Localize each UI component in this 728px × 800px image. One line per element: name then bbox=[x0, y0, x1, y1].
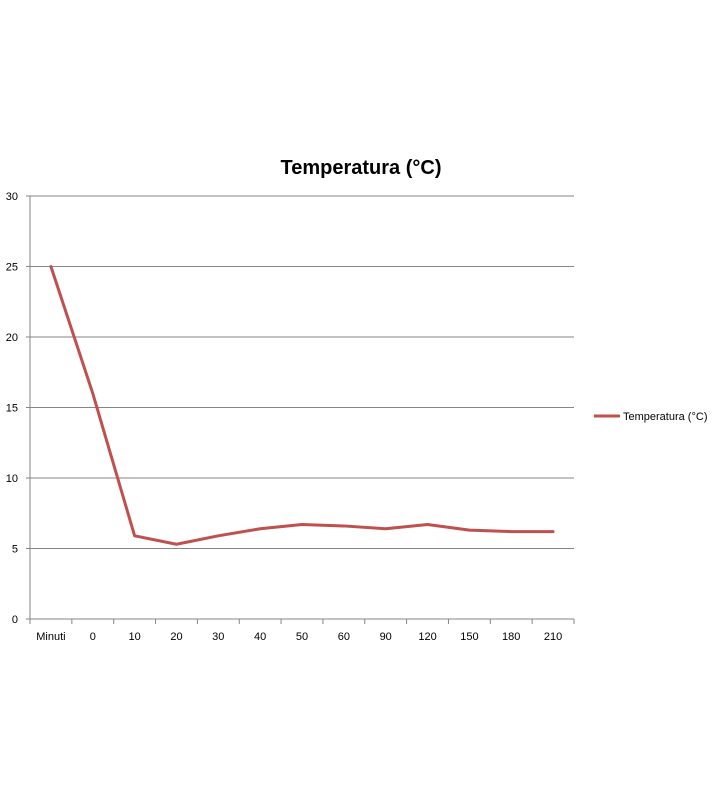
data-point bbox=[49, 265, 53, 268]
x-tick-label: 210 bbox=[544, 631, 562, 643]
y-tick-label: 30 bbox=[6, 191, 18, 203]
x-tick-label: 120 bbox=[418, 631, 436, 643]
x-tick-label: 50 bbox=[296, 631, 308, 643]
series-lines bbox=[49, 265, 555, 546]
x-tick-label: 20 bbox=[170, 631, 182, 643]
x-tick-label: 150 bbox=[460, 631, 478, 643]
y-tick-labels: 0 5 10 15 20 25 30 bbox=[6, 191, 18, 626]
y-tick-label: 15 bbox=[6, 403, 18, 415]
legend: Temperatura (°C) bbox=[594, 411, 707, 423]
y-tick-label: 5 bbox=[12, 544, 18, 556]
x-tick-label: 40 bbox=[254, 631, 266, 643]
legend-label: Temperatura (°C) bbox=[623, 411, 707, 423]
x-tick-label: 90 bbox=[380, 631, 392, 643]
data-point bbox=[426, 523, 429, 526]
y-tick-label: 25 bbox=[6, 262, 18, 274]
x-tick-label: 30 bbox=[212, 631, 224, 643]
chart-title: Temperatura (°C) bbox=[281, 157, 442, 179]
y-tick-label: 20 bbox=[6, 332, 18, 344]
series-line bbox=[49, 265, 555, 546]
data-point bbox=[384, 527, 387, 530]
data-point bbox=[91, 392, 94, 395]
data-point bbox=[133, 534, 136, 538]
data-point bbox=[468, 528, 471, 532]
axes bbox=[29, 196, 574, 620]
data-point bbox=[510, 530, 513, 533]
x-tick-label: 60 bbox=[338, 631, 350, 643]
data-point bbox=[342, 524, 346, 528]
x-tick-labels: Minuti 0 10 20 30 40 50 60 90 120 150 180 210 bbox=[29, 619, 575, 643]
y-tick-label: 10 bbox=[6, 473, 18, 485]
y-tick-label: 0 bbox=[12, 614, 18, 626]
data-point bbox=[300, 523, 304, 526]
gridlines bbox=[26, 195, 574, 620]
x-tick-label: 180 bbox=[502, 631, 520, 643]
data-point bbox=[258, 527, 262, 530]
x-tick-label: 10 bbox=[128, 631, 140, 643]
data-point bbox=[551, 530, 555, 533]
x-tick-label: Minuti bbox=[36, 631, 65, 643]
data-point bbox=[217, 534, 220, 538]
data-point bbox=[175, 543, 178, 546]
x-tick-label: 0 bbox=[90, 631, 96, 643]
